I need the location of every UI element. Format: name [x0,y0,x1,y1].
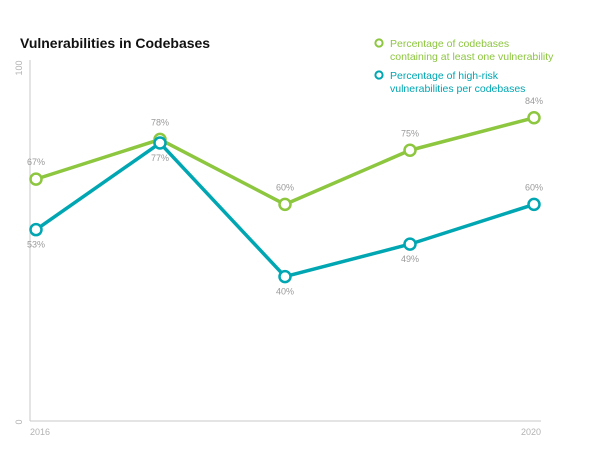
data-label: 60% [276,182,294,192]
data-point [527,111,541,125]
legend-label: containing at least one vulnerability [390,51,554,63]
data-point [527,197,541,212]
x-tick-label: 2020 [521,427,541,437]
y-tick-label: 0 [14,419,24,424]
data-point [153,136,167,150]
data-point [403,143,417,157]
data-point [278,197,292,212]
data-label: 49% [401,254,419,264]
legend-label: Percentage of high-risk [390,70,499,82]
data-label: 53% [27,240,45,250]
data-point [403,237,417,251]
y-tick-labels: 0 100 [14,60,24,424]
legend-label: vulnerabilities per codebases [390,83,525,95]
data-label: 67% [27,157,45,167]
data-label: 60% [525,182,543,192]
legend-marker [374,70,384,80]
data-label: 84% [525,96,543,106]
data-point [278,269,292,284]
data-label: 75% [401,128,419,138]
chart-title: Vulnerabilities in Codebases [20,35,210,51]
data-labels: 67% 78% 60% 75% 84% 53% 77% 40% 49% 60% [27,96,543,297]
data-label: 77% [151,153,169,163]
data-label: 78% [151,117,169,127]
data-point [29,222,43,237]
legend-label: Percentage of codebases [390,38,509,50]
data-point [29,172,43,186]
legend-marker [374,38,384,48]
data-label: 40% [276,287,294,297]
y-tick-label: 100 [14,60,24,75]
x-tick-label: 2016 [30,427,50,437]
series-layer [29,111,541,284]
x-tick-labels: 2016 2020 [30,427,541,437]
